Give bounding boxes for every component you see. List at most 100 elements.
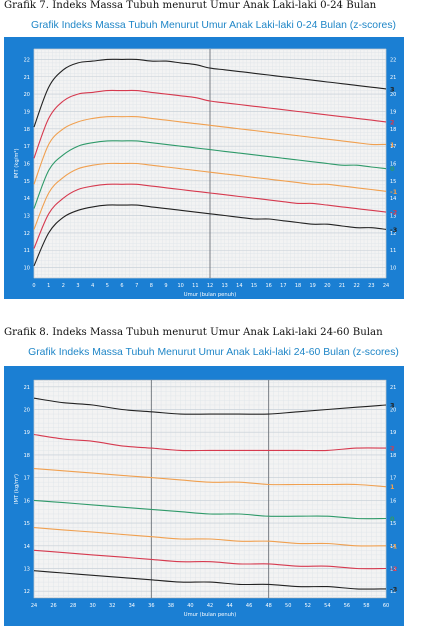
zscore-line-3 [33, 397, 387, 415]
y-tick-label: 13 [24, 214, 30, 220]
y-tick-label-right: 11 [390, 248, 396, 254]
y-tick-label: 11 [24, 248, 30, 254]
x-tick-label: 44 [226, 603, 232, 609]
zscore-label: 3 [390, 85, 395, 93]
zscore-label: 3 [390, 401, 395, 409]
zscore-line-neg3 [33, 570, 387, 590]
x-tick-label: 56 [344, 603, 350, 609]
y-tick-label-right: 13 [390, 214, 396, 220]
y-tick-label-right: 10 [390, 266, 396, 272]
bmi-chart-0-24: 0 1 2 3 4 5 6 7 8 9 10 11 12 13 14 15 16 17 18 19 20 21 22 23 24… [14, 48, 398, 298]
zscore-label: -1 [390, 188, 398, 196]
x-tick-label: 1 [47, 283, 50, 289]
x-tick-label: 0 [32, 283, 35, 289]
y-tick-label-right: 18 [390, 127, 396, 133]
x-tick-label: 20 [324, 283, 330, 289]
x-axis-label: Umur (bulan penuh) [184, 612, 236, 618]
y-tick-label: 12 [24, 231, 30, 237]
x-tick-label: 23 [368, 283, 374, 289]
x-tick-label: 3 [76, 283, 79, 289]
y-tick-label-right: 20 [390, 408, 396, 414]
y-tick-label: 10 [24, 266, 30, 272]
x-tick-label: 14 [236, 283, 242, 289]
y-tick-label-right: 21 [390, 75, 396, 81]
x-tick-label: 34 [129, 603, 135, 609]
y-tick-label-right: 17 [390, 476, 396, 482]
y-tick-label: 17 [24, 476, 30, 482]
y-tick-label: 22 [24, 57, 30, 63]
x-tick-label: 50 [285, 603, 291, 609]
y-tick-label: 15 [24, 179, 30, 185]
chart-panel-2: 24 26 28 30 32 34 36 38 40 42 44 46 48 50 52 54 56 58 60 12… [4, 366, 404, 626]
y-tick-label-right: 16 [390, 162, 396, 168]
x-tick-label: 36 [148, 603, 154, 609]
y-axis-label: IMT (kg/m²) [14, 474, 20, 504]
y-tick-label: 16 [24, 498, 30, 504]
chart-panel-1: 0 1 2 3 4 5 6 7 8 9 10 11 12 13 14 15 16 17 18 19 20 21 22 23 24… [4, 37, 404, 299]
zscore-line-neg1 [33, 527, 387, 547]
x-tick-label: 58 [363, 603, 369, 609]
zscore-line-0 [33, 499, 387, 520]
x-tick-label: 40 [187, 603, 193, 609]
y-tick-label: 12 [24, 589, 30, 595]
zscore-line-neg2 [33, 549, 387, 570]
chart-title-1: Grafik Indeks Massa Tubuh Menurut Umur A… [31, 20, 396, 31]
y-tick-label: 15 [24, 521, 30, 527]
y-tick-label: 20 [24, 408, 30, 414]
x-tick-label: 10 [177, 283, 183, 289]
y-tick-label: 19 [24, 109, 30, 115]
chart-title-2: Grafik Indeks Massa Tubuh Menurut Umur A… [28, 347, 399, 358]
x-tick-label: 19 [309, 283, 315, 289]
zscore-line-2 [33, 89, 387, 159]
x-tick-label: 12 [207, 283, 213, 289]
zscore-label: 2 [390, 445, 395, 453]
zscore-line-neg1 [33, 162, 387, 230]
y-tick-label-right: 13 [390, 566, 396, 572]
x-tick-label: 15 [251, 283, 257, 289]
x-tick-label: 48 [265, 603, 271, 609]
y-tick-label: 13 [24, 566, 30, 572]
y-tick-label-right: 19 [390, 109, 396, 115]
y-tick-label: 18 [24, 453, 30, 459]
zscore-label: -3 [390, 226, 397, 234]
zscore-label: 0 [390, 165, 395, 173]
y-tick-label: 17 [24, 144, 30, 150]
y-tick-label: 16 [24, 162, 30, 168]
y-tick-label-right: 17 [390, 144, 396, 150]
x-tick-label: 13 [221, 283, 227, 289]
y-axis-label: IMT (kg/m²) [14, 148, 20, 178]
y-tick-label-right: 12 [390, 231, 396, 237]
zscore-label: 1 [390, 483, 395, 491]
y-tick-label: 14 [24, 196, 30, 202]
zscore-label: -3 [390, 585, 397, 593]
y-tick-label-right: 21 [390, 385, 396, 391]
x-tick-label: 26 [50, 603, 56, 609]
y-tick-label: 21 [24, 75, 30, 81]
y-tick-label-right: 15 [390, 521, 396, 527]
zscore-label: 0 [390, 515, 395, 523]
zscore-line-1 [33, 116, 387, 185]
x-tick-label: 17 [280, 283, 286, 289]
bmi-chart-24-60: 24 26 28 30 32 34 36 38 40 42 44 46 48 50 52 54 56 58 6012… [14, 379, 398, 618]
x-tick-label: 7 [135, 283, 138, 289]
y-tick-label: 14 [24, 544, 30, 550]
zscore-line-neg3 [33, 204, 387, 267]
zscore-line-3 [33, 58, 387, 128]
x-tick-label: 30 [89, 603, 95, 609]
y-tick-label-right: 20 [390, 92, 396, 98]
x-tick-label: 22 [353, 283, 359, 289]
y-tick-label-right: 14 [390, 196, 396, 202]
y-tick-label-right: 19 [390, 430, 396, 436]
x-tick-label: 38 [168, 603, 174, 609]
x-tick-label: 2 [62, 283, 65, 289]
zscore-label: 1 [390, 141, 395, 149]
x-tick-label: 42 [207, 603, 213, 609]
zscore-label: -2 [390, 209, 397, 217]
x-tick-label: 4 [91, 283, 94, 289]
zscore-line-0 [33, 140, 387, 209]
x-tick-label: 60 [383, 603, 389, 609]
zscore-label: -2 [390, 565, 397, 573]
figure-caption-2: Grafik 8. Indeks Massa Tubuh menurut Umu… [4, 327, 383, 338]
x-tick-label: 54 [324, 603, 330, 609]
y-tick-label: 20 [24, 92, 30, 98]
